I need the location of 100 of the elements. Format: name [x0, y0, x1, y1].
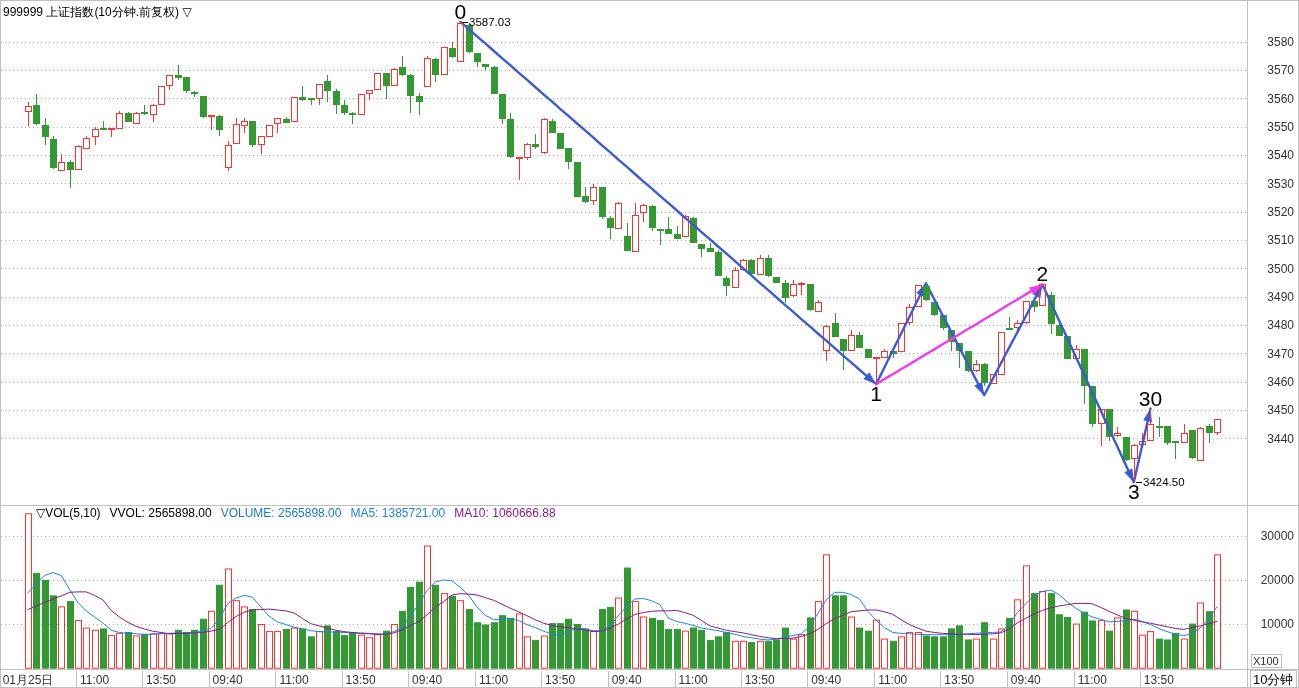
bar: [757, 640, 764, 669]
candlestick: [482, 64, 489, 71]
candlestick: [1189, 430, 1196, 460]
annotation: 3: [1128, 480, 1140, 504]
candlestick: [33, 93, 40, 126]
bar: [141, 633, 148, 669]
bar: [432, 584, 439, 669]
candlestick: [341, 99, 348, 116]
bar: [449, 595, 456, 669]
y-tick-label: 3460: [1267, 374, 1295, 389]
candlestick: [249, 121, 256, 148]
bar: [1114, 617, 1121, 669]
candlestick: [308, 98, 315, 106]
candlestick: [358, 94, 365, 115]
candlestick: [208, 115, 215, 131]
candlestick: [1206, 423, 1213, 444]
candlestick: [291, 97, 298, 122]
x-tick-label: 11:00: [479, 673, 509, 688]
candlestick: [441, 47, 448, 75]
bar: [1073, 623, 1080, 669]
x-tick-label: 13:50: [744, 673, 776, 688]
candlestick: [807, 284, 814, 312]
candlestick: [374, 73, 381, 90]
bar: [58, 606, 65, 669]
candlestick: [50, 135, 57, 170]
candlestick: [632, 202, 639, 252]
annotation: VOLUME: 2565898.00: [220, 506, 342, 520]
y-tick-label: 30000: [1260, 529, 1295, 544]
bar: [848, 616, 855, 669]
candlestick: [158, 86, 165, 105]
bar: [615, 597, 622, 669]
candlestick: [150, 103, 157, 123]
bar: [1189, 623, 1196, 669]
candlestick: [100, 120, 107, 130]
candlestick: [491, 65, 498, 94]
bar: [200, 618, 207, 669]
candlestick: [200, 96, 207, 119]
candlestick: [865, 349, 872, 358]
candlestick: [166, 75, 173, 91]
y-tick-label: 3450: [1267, 403, 1295, 418]
y-tick-label: 3440: [1267, 431, 1295, 446]
candlestick: [1131, 443, 1138, 483]
bar: [890, 640, 897, 669]
bar: [125, 631, 132, 669]
bar: [299, 628, 306, 669]
y-tick-label: 3490: [1267, 289, 1295, 304]
x-tick-label: 13:50: [944, 673, 975, 688]
candlestick: [432, 57, 439, 83]
candlestick: [141, 104, 148, 116]
candlestick: [748, 258, 755, 274]
y-tick-label: 3480: [1267, 318, 1295, 333]
candlestick: [191, 90, 198, 98]
annotation: 3587.03: [469, 15, 511, 28]
candlestick: [42, 117, 49, 146]
x-tick-label: 09:40: [412, 673, 443, 688]
y-tick-label: 10000: [1260, 617, 1295, 632]
bar: [416, 581, 423, 669]
candlestick: [1123, 437, 1130, 462]
line-series: [874, 283, 1044, 386]
y-tick-label: 3530: [1267, 176, 1295, 191]
bar: [33, 572, 40, 669]
candlestick: [590, 183, 597, 206]
annotation: 0: [454, 0, 467, 23]
candlestick: [399, 55, 406, 77]
y-tick-label: 3560: [1267, 91, 1295, 106]
bar: [1031, 593, 1038, 669]
bar: [807, 617, 814, 669]
chart-title: ▽VOL(5,10): [36, 506, 101, 520]
annotation: 1: [870, 382, 882, 406]
candlestick: [698, 244, 705, 258]
bar: [682, 630, 689, 669]
candlestick: [391, 67, 398, 86]
candlestick: [407, 73, 414, 114]
candlestick: [674, 225, 681, 239]
candlestick: [923, 282, 930, 302]
candlestick: [607, 215, 614, 240]
y-tick-label: 20000: [1260, 573, 1295, 588]
x-tick-label: 13:50: [1143, 673, 1175, 688]
bar: [1123, 609, 1130, 669]
y-tick-label: 3570: [1267, 63, 1295, 78]
bar: [67, 601, 74, 669]
bar: [856, 627, 863, 669]
candlestick: [133, 111, 140, 124]
text: MA10: 1060666.88: [454, 506, 556, 520]
candlestick: [499, 94, 506, 125]
y-tick-label: 3500: [1267, 261, 1295, 276]
candlestick: [1147, 408, 1154, 441]
candlestick: [973, 359, 980, 373]
bar: [391, 624, 398, 669]
candlestick: [216, 114, 223, 137]
annotation: 3424.50: [1143, 476, 1185, 489]
candlestick: [532, 133, 539, 150]
candlestick: [615, 201, 622, 229]
bar: [424, 545, 431, 669]
x-tick-label: 01月25日: [2, 673, 54, 688]
chart-title: 999999 上证指数(10分钟.前复权) ▽: [3, 5, 193, 19]
bar: [133, 635, 140, 669]
candlestick: [1214, 419, 1221, 436]
bar: [208, 610, 215, 669]
candlestick: [507, 112, 514, 159]
